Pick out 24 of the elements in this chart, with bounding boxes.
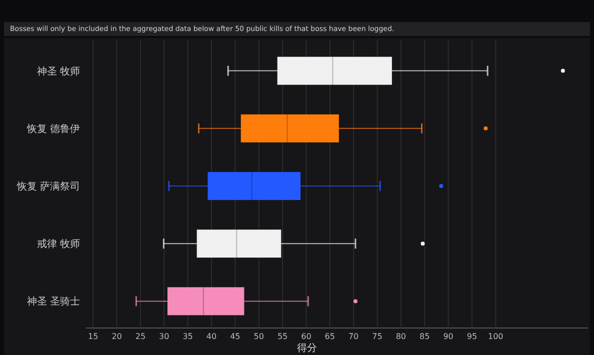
- x-tick-label: 25: [135, 332, 146, 341]
- x-tick-label: 70: [348, 332, 359, 341]
- x-tick-label: 75: [372, 332, 382, 341]
- x-tick-label: 85: [420, 332, 430, 341]
- x-tick-label: 45: [230, 332, 240, 341]
- y-tick-label: 戒律 牧师: [36, 238, 80, 250]
- x-tick-label: 35: [182, 332, 193, 341]
- x-tick-label: 50: [254, 332, 264, 341]
- y-tick-label: 神圣 牧师: [36, 65, 80, 78]
- x-tick-label: 20: [112, 332, 122, 341]
- x-tick-label: 15: [88, 332, 98, 341]
- x-tick-label: 95: [466, 332, 478, 341]
- x-tick-label: 60: [301, 332, 312, 341]
- y-tick-label: 恢复 德鲁伊: [26, 122, 80, 135]
- x-tick-label: 65: [324, 332, 335, 341]
- y-tick-label: 神圣 圣骑士: [26, 296, 80, 308]
- x-tick-label: 80: [396, 332, 406, 341]
- y-tick-label: 恢复 萨满祭司: [16, 180, 80, 192]
- x-tick-label: 100: [488, 332, 504, 341]
- x-axis-title: 得分: [297, 342, 317, 354]
- x-tick-label: 30: [159, 332, 170, 341]
- x-tick-label: 40: [206, 332, 217, 341]
- x-tick-label: 55: [277, 332, 288, 341]
- x-tick-label: 90: [443, 332, 454, 341]
